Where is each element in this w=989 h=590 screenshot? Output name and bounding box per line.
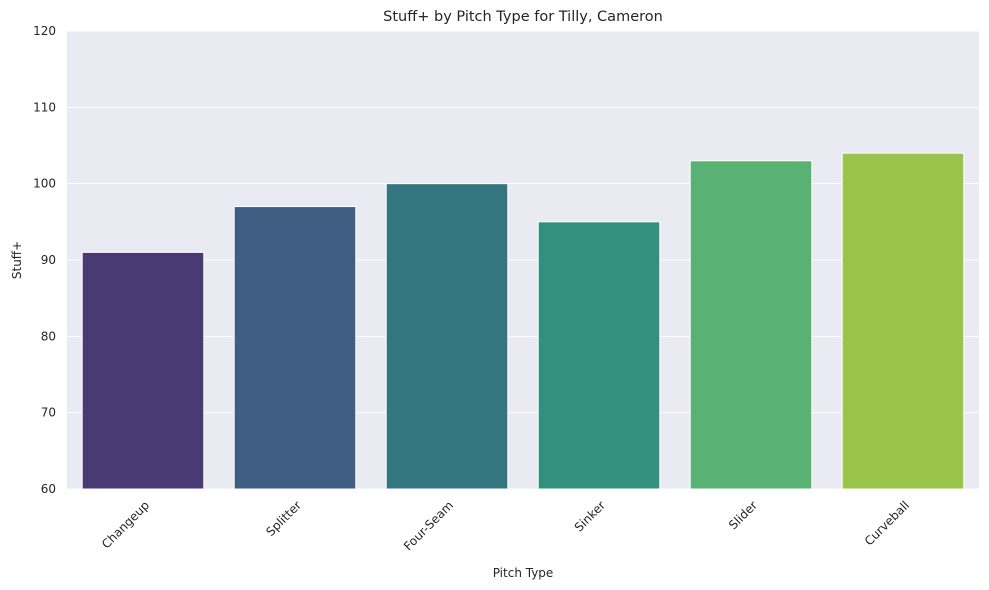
x-tick-label: Slider [726, 498, 760, 532]
chart-title: Stuff+ by Pitch Type for Tilly, Cameron [383, 9, 663, 25]
y-tick-label: 110 [33, 100, 56, 114]
plot-area: 60 70 80 90 100 110 120 Changeup Splitter Four-Se… [33, 24, 979, 553]
y-tick-label: 100 [33, 177, 56, 191]
x-tick-label: Four-Seam [401, 498, 456, 553]
y-axis-label: Stuff+ [10, 241, 24, 279]
x-tick-label: Splitter [263, 498, 304, 539]
y-tick-label: 90 [41, 253, 56, 267]
y-tick-label: 120 [33, 24, 56, 38]
x-tick-label: Changeup [99, 498, 152, 551]
x-axis-label: Pitch Type [493, 566, 554, 580]
y-tick-label: 70 [41, 406, 56, 420]
bar-changeup [81, 251, 205, 490]
y-tick-label: 60 [41, 482, 56, 496]
bar-sinker [537, 221, 661, 490]
bar-curveball [841, 152, 965, 490]
bar-slider [689, 160, 813, 490]
y-tick-label: 80 [41, 329, 56, 343]
x-tick-label: Curveball [862, 498, 912, 548]
bar-four-seam [385, 183, 509, 490]
bar-splitter [233, 206, 357, 490]
x-tick-label: Sinker [572, 498, 608, 534]
